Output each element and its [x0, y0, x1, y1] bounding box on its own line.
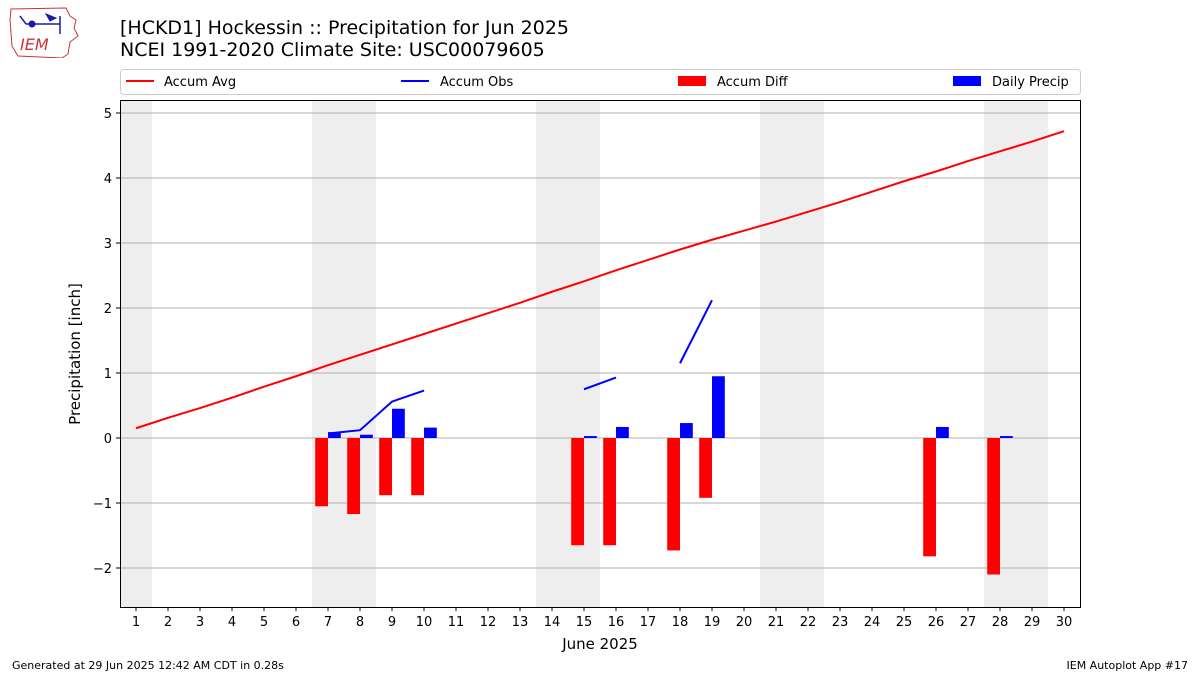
daily-precip-bar: [424, 427, 437, 438]
y-tick-label: 1: [104, 367, 112, 382]
x-tick-label: 21: [768, 615, 785, 630]
x-tick-label: 11: [448, 615, 465, 630]
x-tick-label: 8: [356, 615, 364, 630]
x-tick-label: 28: [992, 615, 1009, 630]
x-tick-label: 17: [640, 615, 657, 630]
accum-diff-bar: [603, 438, 616, 546]
x-tick-label: 12: [480, 615, 497, 630]
plot-frame: [120, 100, 1081, 608]
x-tick-label: 14: [544, 615, 561, 630]
accum-diff-bar: [667, 438, 680, 551]
y-tick-label: 3: [104, 237, 112, 252]
x-tick-label: 15: [576, 615, 593, 630]
x-tick-label: 9: [388, 615, 396, 630]
x-tick-label: 7: [324, 615, 332, 630]
x-tick-label: 19: [704, 615, 721, 630]
legend-label-accum-diff: Accum Diff: [717, 75, 789, 90]
x-tick-label: 18: [672, 615, 689, 630]
footer-app-id: IEM Autoplot App #17: [1066, 659, 1189, 672]
x-tick-label: 20: [736, 615, 753, 630]
x-tick-label: 5: [260, 615, 268, 630]
accum-diff-bar: [379, 438, 392, 496]
weekend-shading: [120, 100, 1048, 607]
y-axis-label: Precipitation [inch]: [66, 283, 84, 425]
x-axis-label: June 2025: [561, 635, 638, 653]
x-axis-ticks: 1 2 3 4 5 6 7 8 9 10 11 12 13 14 15 16 17 18 19 20 21 22 23 24 2…: [132, 607, 1072, 630]
y-tick-label: −2: [93, 562, 112, 577]
x-tick-label: 6: [292, 615, 300, 630]
accum-diff-bar: [347, 438, 360, 515]
legend-frame: [120, 69, 1081, 95]
legend-item-accum-avg: Accum Avg: [126, 75, 236, 90]
accum-diff-bar: [923, 438, 936, 557]
footer-generated-at: Generated at 29 Jun 2025 12:42 AM CDT in…: [12, 659, 284, 672]
accum-diff-bar: [411, 438, 424, 496]
daily-precip-bar: [712, 376, 725, 438]
legend: Accum Avg Accum Obs Accum Diff Daily Pre…: [120, 69, 1081, 95]
x-tick-label: 23: [832, 615, 849, 630]
legend-label-daily-precip: Daily Precip: [992, 75, 1069, 90]
x-tick-label: 4: [228, 615, 236, 630]
accum-obs-line: [679, 299, 713, 364]
iem-logo: IEM: [9, 7, 79, 58]
title-line-1: [HCKD1] Hockessin :: Precipitation for J…: [120, 17, 570, 39]
accum-obs-line: [583, 376, 617, 391]
iowa-state-outline: [9, 7, 79, 58]
legend-item-accum-diff: Accum Diff: [678, 75, 789, 90]
legend-item-daily-precip: Daily Precip: [953, 75, 1069, 90]
chart-title: [HCKD1] Hockessin :: Precipitation for J…: [120, 17, 569, 61]
daily-precip-bar: [616, 426, 629, 438]
accum-avg-line: [135, 130, 1065, 430]
x-tick-label: 29: [1024, 615, 1041, 630]
accum-diff-bar: [571, 438, 584, 546]
accum-obs-line: [327, 389, 425, 435]
x-tick-label: 24: [864, 615, 881, 630]
x-tick-label: 26: [928, 615, 945, 630]
legend-swatch-accum-diff: [678, 76, 706, 86]
accum-diff-bar: [315, 438, 328, 507]
grid-lines: [120, 112, 1080, 569]
weekend-band: [120, 100, 152, 607]
accum-diff-bar: [987, 438, 1000, 575]
weekend-band: [760, 100, 824, 607]
y-tick-label: 5: [104, 107, 112, 122]
y-axis-ticks: −2 −1 0 1 2 3 4 5: [93, 107, 120, 577]
legend-swatch-daily-precip: [953, 76, 981, 86]
x-tick-label: 3: [196, 615, 204, 630]
y-tick-label: −1: [93, 497, 112, 512]
y-tick-label: 4: [104, 172, 112, 187]
legend-label-accum-obs: Accum Obs: [440, 75, 513, 90]
x-tick-label: 13: [512, 615, 529, 630]
daily-precip-bar: [360, 434, 373, 438]
logo-text: IEM: [20, 35, 49, 54]
weekend-band: [536, 100, 600, 607]
x-tick-label: 25: [896, 615, 913, 630]
lines: [135, 130, 1065, 435]
x-tick-label: 16: [608, 615, 625, 630]
weather-station-icon: [19, 13, 61, 34]
daily-precip-bar: [584, 436, 597, 438]
accum-diff-bar: [699, 438, 712, 498]
legend-label-accum-avg: Accum Avg: [164, 75, 236, 90]
daily-precip-bar: [328, 432, 341, 438]
bars: [315, 376, 1013, 575]
x-tick-label: 10: [416, 615, 433, 630]
x-tick-label: 27: [960, 615, 977, 630]
daily-precip-bar: [936, 426, 949, 438]
y-tick-label: 2: [104, 302, 112, 317]
x-tick-label: 1: [132, 615, 140, 630]
daily-precip-bar: [392, 408, 405, 438]
daily-precip-bar: [1000, 436, 1013, 438]
x-tick-label: 30: [1056, 615, 1073, 630]
y-tick-label: 0: [104, 432, 112, 447]
daily-precip-bar: [680, 423, 693, 438]
x-tick-label: 22: [800, 615, 817, 630]
title-line-2: NCEI 1991-2020 Climate Site: USC00079605: [120, 39, 545, 61]
legend-item-accum-obs: Accum Obs: [401, 75, 513, 90]
x-tick-label: 2: [164, 615, 172, 630]
